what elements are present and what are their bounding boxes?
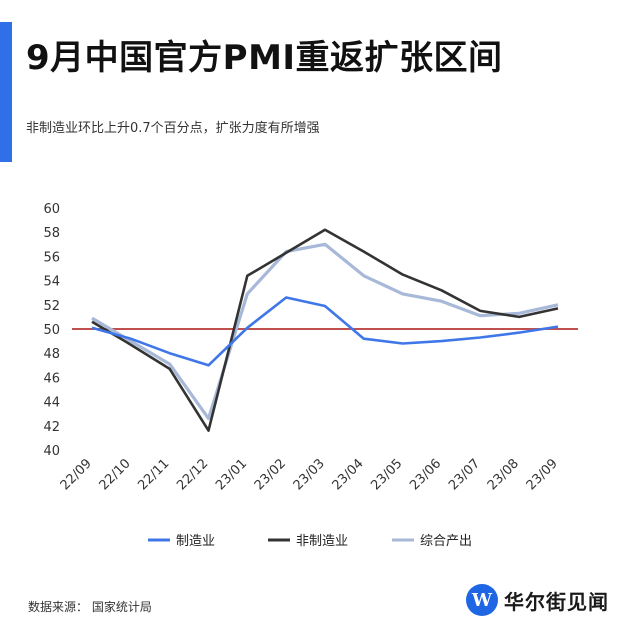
x-tick-label: 23/05 [368, 456, 405, 493]
x-tick-label: 23/03 [291, 456, 328, 493]
series-line-non-manufacturing [91, 228, 559, 432]
y-tick-label: 42 [43, 420, 60, 435]
x-tick-label: 22/12 [174, 456, 211, 493]
series-line-manufacturing [91, 296, 559, 367]
series-line-composite [91, 242, 559, 421]
pmi-line-chart: 40 42 44 46 48 50 52 54 56 58 60 22/09 22/10 22/11 22… [43, 202, 578, 549]
x-tick-label: 23/02 [252, 456, 289, 493]
page-title: 9月中国官方PMI重返扩张区间 [26, 38, 503, 78]
brand-logo-group: W 华尔街见闻 [466, 584, 609, 616]
x-tick-label: 22/11 [135, 456, 172, 493]
y-tick-label: 50 [43, 323, 60, 338]
y-tick-label: 56 [43, 250, 60, 265]
y-axis-ticks: 40 42 44 46 48 50 52 54 56 58 60 [43, 202, 60, 459]
x-tick-label: 22/10 [97, 456, 134, 493]
y-tick-label: 60 [43, 202, 60, 217]
y-tick-label: 54 [43, 275, 60, 290]
series-lines [91, 228, 559, 432]
y-tick-label: 52 [43, 299, 60, 314]
x-tick-label: 23/07 [446, 456, 483, 493]
y-tick-label: 58 [43, 226, 60, 241]
x-tick-label: 23/04 [330, 456, 367, 493]
y-tick-label: 46 [43, 371, 60, 386]
x-tick-label: 22/09 [58, 456, 95, 493]
x-tick-label: 23/06 [407, 456, 444, 493]
page-subtitle: 非制造业环比上升0.7个百分点，扩张力度有所增强 [26, 121, 320, 136]
x-axis-ticks: 22/09 22/10 22/11 22/12 23/01 23/02 23/03 23/04… [58, 456, 561, 493]
y-tick-label: 48 [43, 347, 60, 362]
y-tick-label: 44 [43, 396, 60, 411]
legend-label-composite: 综合产出 [420, 534, 472, 549]
legend-label-non-manufacturing: 非制造业 [296, 534, 348, 549]
brand-name: 华尔街见闻 [504, 589, 609, 614]
legend: 制造业 非制造业 综合产出 [148, 534, 472, 549]
y-tick-label: 40 [43, 444, 60, 459]
legend-label-manufacturing: 制造业 [176, 534, 215, 549]
x-tick-label: 23/09 [524, 456, 561, 493]
data-source: 数据来源： 国家统计局 [28, 600, 152, 614]
x-tick-label: 23/01 [213, 456, 250, 493]
brand-logo-icon: W [466, 584, 498, 616]
accent-bar [0, 22, 12, 162]
x-tick-label: 23/08 [485, 456, 522, 493]
